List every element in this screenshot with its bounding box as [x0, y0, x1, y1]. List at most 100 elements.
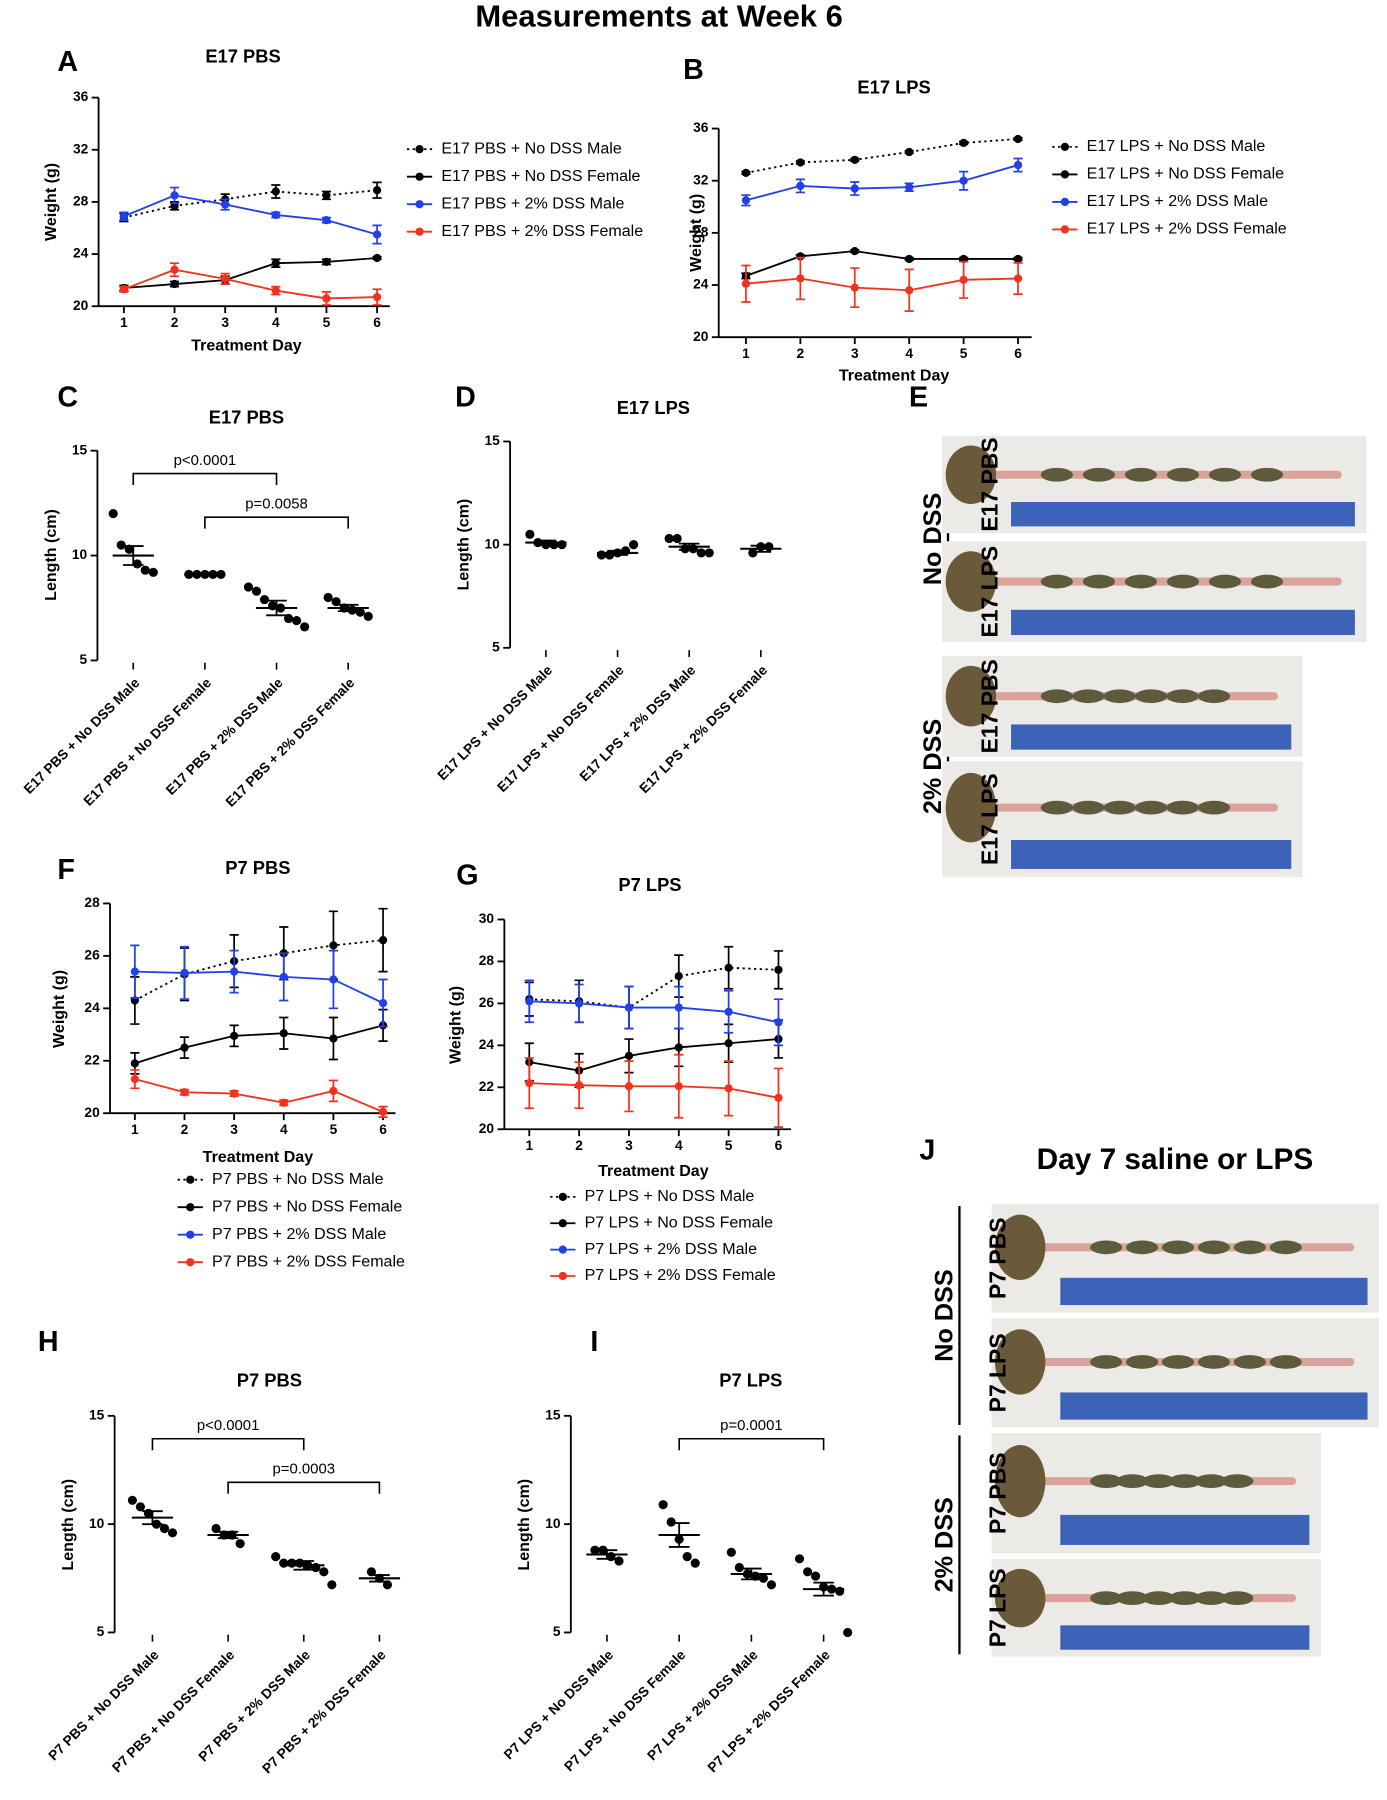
- data-point: [116, 540, 126, 550]
- p-value: p<0.0001: [174, 453, 237, 469]
- p-value: p=0.0058: [245, 496, 308, 512]
- chart-title: P7 PBS: [225, 857, 290, 878]
- legend-marker: [186, 1203, 195, 1212]
- data-point: [664, 533, 674, 544]
- y-tick-label: 32: [73, 141, 89, 156]
- pellet: [1072, 800, 1105, 815]
- x-axis-label: Treatment Day: [839, 366, 950, 384]
- pellet: [1166, 467, 1200, 482]
- pellet: [1221, 1474, 1254, 1489]
- row-label: E17 PBS: [977, 659, 1003, 753]
- data-point: [327, 1580, 337, 1590]
- legend-marker: [1060, 170, 1070, 179]
- ruler: [1011, 724, 1292, 750]
- pellet: [1168, 1591, 1201, 1605]
- pellet: [1116, 1474, 1149, 1489]
- series-line: [123, 189, 378, 219]
- x-tick-label: 1: [120, 315, 128, 330]
- bracket: [132, 472, 278, 486]
- legend-label: P7 PBS + 2% DSS Female: [212, 1252, 405, 1270]
- data-point: [372, 186, 382, 195]
- row-label: P7 LPS: [985, 1568, 1011, 1647]
- panel-letter: E: [909, 382, 928, 414]
- data-point: [850, 155, 859, 164]
- y-tick-label: 10: [484, 536, 500, 551]
- data-point: [322, 191, 331, 200]
- series-line: [529, 1082, 779, 1099]
- y-tick-label: 36: [73, 89, 89, 104]
- sem-bar: [741, 1567, 762, 1581]
- pellet: [1197, 689, 1231, 704]
- x-axis-label: Treatment Day: [203, 1148, 314, 1166]
- data-point: [1013, 274, 1023, 283]
- y-tick-label: 22: [84, 1052, 100, 1067]
- data-point: [329, 975, 338, 984]
- series-line: [134, 1078, 384, 1113]
- data-point: [355, 607, 365, 617]
- sem-bar: [293, 1560, 315, 1571]
- pellet: [1250, 467, 1284, 482]
- legend-label: E17 LPS + No DSS Female: [1087, 165, 1284, 183]
- x-tick-label: E17 PBS + No DSS Male: [21, 675, 143, 797]
- data-point: [378, 1107, 388, 1117]
- data-point: [127, 1495, 137, 1505]
- y-axis-label: Length (cm): [454, 499, 472, 591]
- legend-marker: [558, 1245, 567, 1254]
- data-point: [372, 230, 382, 239]
- pellet: [1040, 800, 1073, 815]
- legend-marker: [415, 227, 424, 236]
- data-point: [243, 582, 254, 592]
- data-point: [271, 259, 280, 268]
- row-label: P7 LPS: [985, 1333, 1011, 1412]
- data-point: [624, 1051, 634, 1060]
- data-point: [279, 1098, 288, 1107]
- data-point: [748, 548, 758, 558]
- pellet: [1161, 1240, 1195, 1255]
- data-point: [235, 1539, 245, 1549]
- pellet: [1142, 1591, 1175, 1605]
- panel-letter: D: [455, 382, 476, 414]
- sem-bar: [668, 1522, 690, 1548]
- data-point: [796, 158, 805, 167]
- pellet: [1195, 1474, 1228, 1489]
- pellet: [1197, 1240, 1230, 1255]
- data-point: [378, 936, 388, 945]
- data-point: [230, 967, 239, 976]
- data-point: [323, 592, 333, 603]
- data-point: [959, 275, 968, 284]
- data-point: [140, 565, 150, 575]
- data-point: [378, 998, 388, 1008]
- y-tick-label: 24: [479, 1037, 495, 1052]
- legend-marker: [1060, 142, 1070, 152]
- data-point: [271, 286, 280, 295]
- x-tick-label: 5: [323, 315, 331, 330]
- pellet: [1161, 1355, 1195, 1369]
- legend-label: P7 LPS + 2% DSS Male: [585, 1240, 758, 1258]
- y-axis-label: Weight (g): [42, 163, 60, 241]
- y-tick-label: 15: [72, 442, 88, 457]
- x-tick-label: P7 PBS + 2% DSS Female: [259, 1647, 388, 1776]
- data-point: [774, 1018, 783, 1027]
- legend-label: E17 LPS + 2% DSS Male: [1087, 192, 1268, 210]
- x-axis-label: Treatment Day: [191, 337, 302, 355]
- pellet: [1195, 1591, 1228, 1605]
- p-value: p=0.0003: [272, 1462, 335, 1478]
- ruler: [1011, 840, 1292, 869]
- data-point: [132, 559, 142, 569]
- pellet: [1197, 800, 1231, 815]
- data-point: [230, 1089, 239, 1098]
- sem-bar: [337, 603, 359, 613]
- data-point: [130, 967, 139, 976]
- data-point: [322, 216, 331, 225]
- ruler: [1011, 609, 1355, 636]
- y-tick-label: 26: [84, 948, 100, 963]
- y-axis-label: Weight (g): [50, 970, 68, 1048]
- pellet: [1269, 1355, 1302, 1369]
- p-value: p<0.0001: [197, 1418, 260, 1434]
- data-point: [658, 1500, 668, 1510]
- data-point: [525, 1078, 534, 1088]
- cecum: [945, 445, 997, 504]
- row-label: E17 LPS: [977, 546, 1003, 638]
- legend-label: E17 PBS + No DSS Male: [441, 139, 622, 157]
- x-tick-label: 4: [272, 315, 280, 330]
